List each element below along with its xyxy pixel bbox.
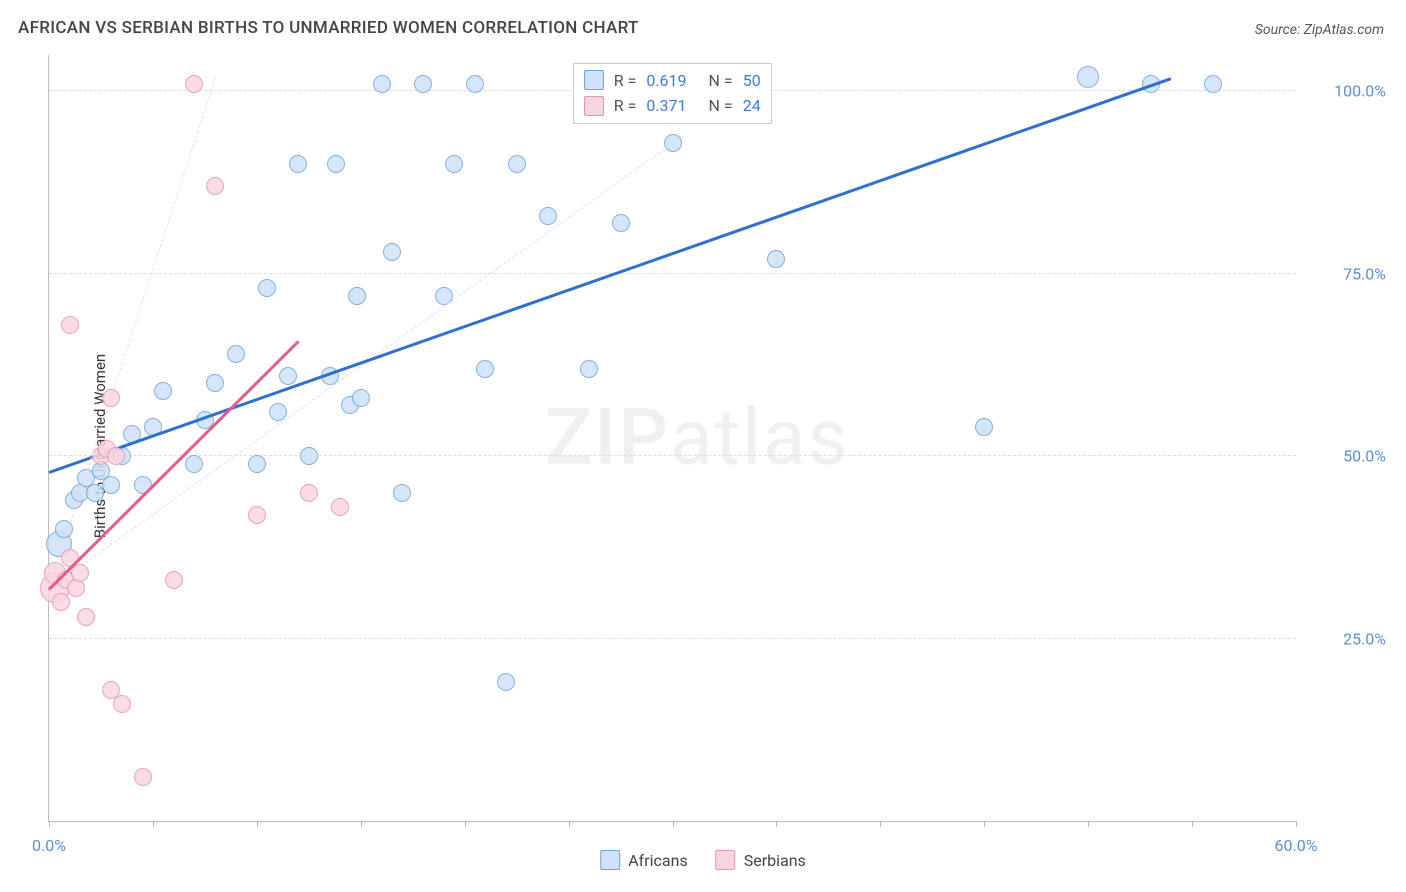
- x-tick-mark: [153, 821, 154, 827]
- data-point: [227, 345, 245, 363]
- legend-n-value: 24: [743, 93, 761, 119]
- x-tick-mark: [984, 821, 985, 827]
- data-point: [300, 484, 318, 502]
- y-tick-label: 50.0%: [1306, 447, 1386, 466]
- data-point: [77, 608, 95, 626]
- y-tick-label: 25.0%: [1306, 629, 1386, 648]
- data-point: [248, 506, 266, 524]
- swatch-africans: [600, 850, 620, 870]
- chart-title: AFRICAN VS SERBIAN BIRTHS TO UNMARRIED W…: [18, 18, 639, 38]
- data-point: [331, 498, 349, 516]
- legend-r-label: R =: [614, 68, 637, 94]
- data-point: [1204, 75, 1222, 93]
- data-point: [300, 447, 318, 465]
- legend-r-label: R =: [614, 93, 637, 119]
- data-point: [393, 484, 411, 502]
- trend-line: [49, 77, 1172, 474]
- data-point: [289, 155, 307, 173]
- data-point: [1077, 66, 1099, 88]
- data-point: [61, 316, 79, 334]
- gridline-h: [49, 638, 1296, 639]
- data-point: [612, 214, 630, 232]
- data-point: [580, 360, 598, 378]
- data-point: [52, 593, 70, 611]
- data-point: [352, 389, 370, 407]
- legend-bottom: Africans Serbians: [600, 850, 806, 870]
- data-point: [508, 155, 526, 173]
- legend-n-value: 50: [743, 68, 761, 94]
- legend-row: R = 0.619 N = 50: [584, 68, 761, 94]
- x-tick-mark: [776, 821, 777, 827]
- x-tick-label: 60.0%: [1275, 836, 1318, 855]
- legend-row: R = 0.371 N = 24: [584, 93, 761, 119]
- data-point: [206, 177, 224, 195]
- data-point: [539, 207, 557, 225]
- data-point: [185, 455, 203, 473]
- data-point: [165, 571, 183, 589]
- data-point: [279, 367, 297, 385]
- x-tick-mark: [1088, 821, 1089, 827]
- data-point: [154, 382, 172, 400]
- plot-area: ZIPatlas 25.0%50.0%75.0%100.0%0.0%60.0%R…: [48, 55, 1296, 822]
- data-point: [348, 287, 366, 305]
- x-tick-label: 0.0%: [32, 836, 66, 855]
- data-point: [327, 155, 345, 173]
- data-point: [767, 250, 785, 268]
- data-point: [373, 75, 391, 93]
- legend-item-serbians: Serbians: [716, 850, 806, 870]
- data-point: [445, 155, 463, 173]
- swatch-serbians: [716, 850, 736, 870]
- data-point: [975, 418, 993, 436]
- correlation-chart: AFRICAN VS SERBIAN BIRTHS TO UNMARRIED W…: [0, 0, 1406, 892]
- legend-label-africans: Africans: [628, 851, 687, 870]
- gridline-h: [49, 273, 1296, 274]
- legend-n-label: N =: [709, 68, 733, 94]
- legend-item-africans: Africans: [600, 850, 687, 870]
- x-tick-mark: [1192, 821, 1193, 827]
- x-tick-mark: [1296, 821, 1297, 827]
- data-point: [107, 447, 125, 465]
- swatch: [584, 70, 604, 90]
- correlation-legend: R = 0.619 N = 50 R = 0.371 N = 24: [573, 63, 772, 124]
- data-point: [258, 279, 276, 297]
- data-point: [134, 768, 152, 786]
- swatch: [584, 96, 604, 116]
- legend-n-label: N =: [709, 93, 733, 119]
- legend-label-serbians: Serbians: [744, 851, 806, 870]
- data-point: [497, 673, 515, 691]
- data-point: [102, 476, 120, 494]
- data-point: [248, 455, 266, 473]
- x-tick-mark: [569, 821, 570, 827]
- x-tick-mark: [880, 821, 881, 827]
- data-point: [113, 695, 131, 713]
- legend-r-value: 0.619: [646, 68, 686, 94]
- x-tick-mark: [465, 821, 466, 827]
- x-tick-mark: [49, 821, 50, 827]
- data-point: [206, 374, 224, 392]
- data-point: [185, 75, 203, 93]
- y-tick-label: 100.0%: [1306, 82, 1386, 101]
- legend-r-value: 0.371: [646, 93, 686, 119]
- x-tick-mark: [361, 821, 362, 827]
- x-tick-mark: [257, 821, 258, 827]
- data-point: [383, 243, 401, 261]
- data-point: [476, 360, 494, 378]
- x-tick-mark: [673, 821, 674, 827]
- y-tick-label: 75.0%: [1306, 264, 1386, 283]
- data-point: [86, 484, 104, 502]
- source-attribution: Source: ZipAtlas.com: [1255, 22, 1384, 38]
- trend-line: [49, 143, 673, 589]
- watermark: ZIPatlas: [545, 393, 850, 484]
- data-point: [414, 75, 432, 93]
- data-point: [466, 75, 484, 93]
